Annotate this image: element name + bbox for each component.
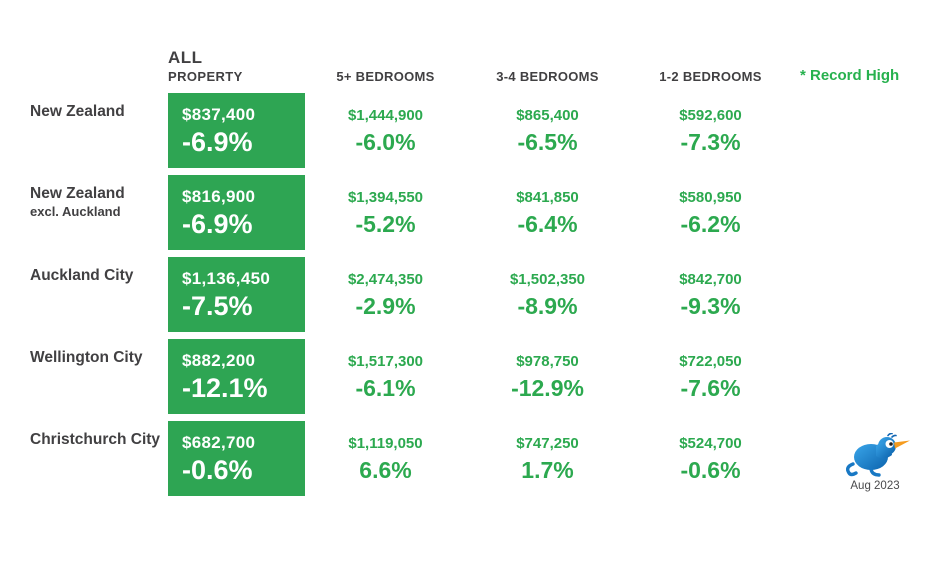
value-cell: $842,700 -9.3% [629,257,792,332]
region-label: New Zealand [30,103,125,120]
change-value: -0.6% [182,455,253,485]
change-value: -7.5% [182,291,253,321]
change-value: -6.0% [355,129,416,155]
price-value: $841,850 [516,189,579,206]
change-value: -2.9% [355,293,416,319]
price-value: $1,136,450 [182,269,271,288]
row-spacer [792,93,946,168]
record-high-note: * Record High [800,67,900,84]
change-value: 6.6% [359,457,412,483]
value-cell: $841,850 -6.4% [466,175,629,250]
price-value: $2,474,350 [347,271,424,288]
change-value: -6.1% [355,375,416,401]
row-spacer [792,175,946,250]
change-value: -7.3% [680,129,741,155]
change-value: -12.9% [511,375,584,401]
price-value: $524,700 [679,435,742,452]
column-header-3-4-bedrooms: 3-4 BEDROOMS [496,69,599,84]
change-value: -5.2% [355,211,416,237]
price-value: $816,900 [182,187,256,206]
column-header-1-2-bedrooms: 1-2 BEDROOMS [659,69,762,84]
change-value: -12.1% [182,373,268,403]
price-value: $722,050 [679,353,742,370]
value-cell: $592,600 -7.3% [629,93,792,168]
region-label: Christchurch City [30,431,161,448]
value-cell: $1,394,550 -5.2% [305,175,466,250]
value-cell: $747,250 1.7% [466,421,629,496]
change-value: -6.4% [517,211,578,237]
change-value: -6.9% [182,127,253,157]
value-cell: $2,474,350 -2.9% [305,257,466,332]
region-label: Wellington City [30,349,143,366]
value-cell: $1,444,900 -6.0% [305,93,466,168]
price-value: $682,700 [182,433,256,452]
change-value: -9.3% [680,293,741,319]
kiwi-bird-icon [836,433,914,479]
row-spacer [792,257,946,332]
price-value: $882,200 [182,351,256,370]
price-value: $1,517,300 [347,353,424,370]
region-label: Auckland City [30,267,134,284]
price-table: ALL PROPERTY 5+ BEDROOMS 3-4 BEDROOMS 1-… [0,45,946,496]
column-header-5plus-bedrooms: 5+ BEDROOMS [336,69,435,84]
all-property-value-box: $1,136,450 -7.5% [168,257,305,332]
change-value: -7.6% [680,375,741,401]
price-value: $580,950 [679,189,742,206]
brand-footer: Aug 2023 [836,433,914,492]
row-spacer [792,339,946,414]
change-value: -6.2% [680,211,741,237]
change-value: -0.6% [680,457,741,483]
price-value: $842,700 [679,271,742,288]
price-value: $592,600 [679,107,742,124]
all-property-value-box: $816,900 -6.9% [168,175,305,250]
price-value: $1,394,550 [347,189,424,206]
price-value: $1,502,350 [509,271,586,288]
price-value: $837,400 [182,105,256,124]
value-cell: $524,700 -0.6% [629,421,792,496]
all-property-value-box: $837,400 -6.9% [168,93,305,168]
column-header-all-line1: ALL [168,48,203,67]
value-cell: $978,750 -12.9% [466,339,629,414]
price-value: $747,250 [516,435,579,452]
column-header-all-property: ALL PROPERTY [168,45,305,86]
all-property-value-box: $882,200 -12.1% [168,339,305,414]
value-cell: $1,502,350 -8.9% [466,257,629,332]
date-label: Aug 2023 [850,480,900,492]
change-value: 1.7% [521,457,574,483]
header-spacer [0,45,168,86]
change-value: -6.5% [517,129,578,155]
price-value: $1,119,050 [348,435,423,452]
change-value: -8.9% [517,293,578,319]
value-cell: $580,950 -6.2% [629,175,792,250]
column-header-all-line2: PROPERTY [168,69,243,84]
price-value: $978,750 [516,353,579,370]
value-cell: $722,050 -7.6% [629,339,792,414]
change-value: -6.9% [182,209,253,239]
value-cell: $1,517,300 -6.1% [305,339,466,414]
value-cell: $1,119,050 6.6% [305,421,466,496]
all-property-value-box: $682,700 -0.6% [168,421,305,496]
region-label: New Zealand excl. Auckland [30,185,125,219]
price-value: $865,400 [516,107,579,124]
value-cell: $865,400 -6.5% [466,93,629,168]
price-value: $1,444,900 [347,107,424,124]
